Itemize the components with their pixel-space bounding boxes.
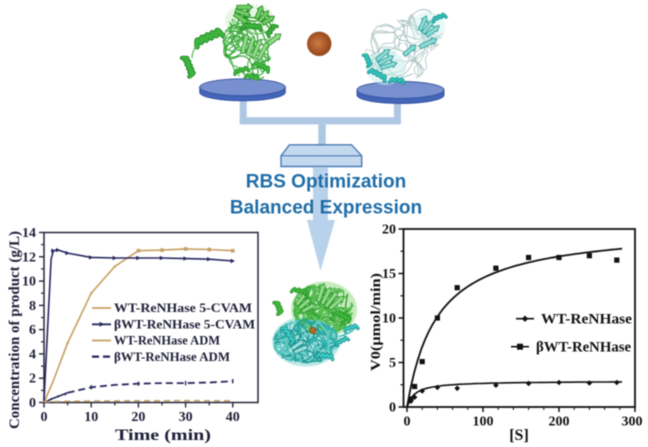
svg-text:Balanced Expression: Balanced Expression: [230, 198, 422, 219]
svg-text:100: 100: [473, 415, 494, 430]
svg-text:10: 10: [382, 312, 396, 327]
svg-text:βWT-ReNHase: βWT-ReNHase: [536, 340, 632, 356]
svg-text:10: 10: [22, 275, 36, 290]
svg-text:V0(μmol/min): V0(μmol/min): [368, 273, 383, 371]
svg-text:4: 4: [29, 347, 36, 362]
svg-text:Concentration of product (g/L: Concentration of product (g/L): [7, 231, 23, 429]
svg-text:200: 200: [549, 415, 570, 430]
svg-text:0: 0: [389, 401, 396, 416]
svg-text:40: 40: [226, 410, 240, 425]
svg-text:12: 12: [22, 250, 36, 265]
svg-text:RBS Optimization: RBS Optimization: [246, 172, 406, 193]
svg-text:[S]: [S]: [509, 427, 529, 444]
svg-text:300: 300: [622, 415, 643, 430]
svg-text:0: 0: [404, 415, 411, 430]
svg-text:5: 5: [389, 356, 396, 371]
svg-text:2: 2: [29, 372, 36, 387]
svg-text:WT-ReNHase: WT-ReNHase: [541, 312, 633, 328]
svg-text:14: 14: [22, 226, 36, 241]
svg-text:20: 20: [382, 223, 396, 238]
svg-text:WT-ReNHase ADM: WT-ReNHase ADM: [114, 333, 220, 348]
svg-text:10: 10: [84, 410, 98, 425]
svg-text:30: 30: [179, 410, 193, 425]
svg-text:WT-ReNHase 5-CVAM: WT-ReNHase 5-CVAM: [114, 300, 252, 315]
svg-text:βWT-ReNHase 5-CVAM: βWT-ReNHase 5-CVAM: [114, 317, 255, 332]
svg-text:0: 0: [29, 396, 36, 411]
svg-text:0: 0: [41, 410, 48, 425]
svg-text:8: 8: [29, 299, 36, 314]
svg-text:Time (min): Time (min): [115, 427, 211, 444]
svg-text:βWT-ReNHase ADM: βWT-ReNHase ADM: [114, 349, 230, 364]
svg-text:20: 20: [131, 410, 145, 425]
svg-text:15: 15: [382, 267, 396, 282]
svg-text:6: 6: [29, 323, 36, 338]
